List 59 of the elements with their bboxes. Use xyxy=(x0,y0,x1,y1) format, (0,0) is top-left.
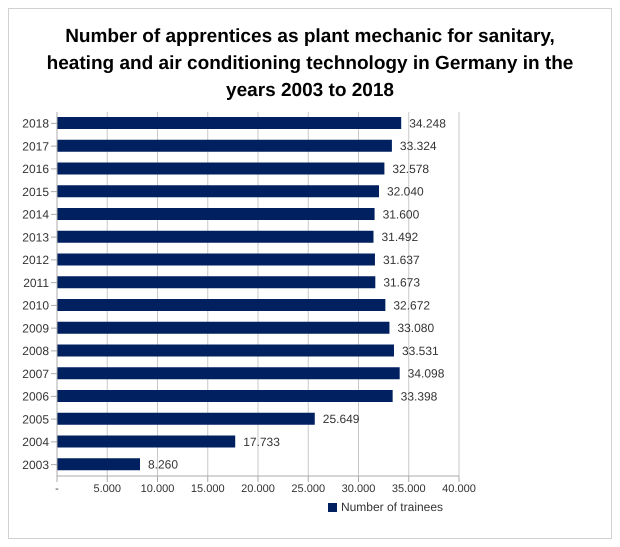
bar xyxy=(57,436,236,448)
bar xyxy=(57,208,375,220)
y-tick-label: 2009 xyxy=(22,321,50,336)
bar xyxy=(57,254,375,266)
data-label: 34.098 xyxy=(408,366,445,381)
y-tick-label: 2014 xyxy=(22,208,50,222)
y-tick-label: 2018 xyxy=(22,116,50,131)
data-label: 31.637 xyxy=(382,252,420,267)
data-label: 33.324 xyxy=(400,139,437,154)
y-tick-label: 2012 xyxy=(22,253,50,268)
bar xyxy=(57,458,140,470)
bar xyxy=(57,390,393,402)
bar xyxy=(57,230,374,243)
y-tick-label: 2016 xyxy=(22,162,50,176)
y-tick-label: 2005 xyxy=(22,412,50,426)
x-tick-label: 30.000 xyxy=(342,482,376,495)
x-tick-label: 10.000 xyxy=(140,482,174,495)
data-label: 31.492 xyxy=(381,230,419,244)
data-label: 33.531 xyxy=(402,344,440,358)
x-tick-label: 20.000 xyxy=(241,482,275,495)
y-tick-label: 2003 xyxy=(22,458,50,472)
data-label: 25.649 xyxy=(322,412,360,426)
bar xyxy=(57,299,386,311)
data-label: 32.672 xyxy=(393,298,430,312)
x-tick-label: - xyxy=(55,482,60,495)
x-tick-label: 25.000 xyxy=(291,482,326,495)
data-label: 33.080 xyxy=(397,321,434,336)
y-tick-label: 2017 xyxy=(22,139,50,154)
x-tick-label: 5.000 xyxy=(93,482,122,495)
y-tick-label: 2007 xyxy=(22,366,50,381)
legend-label: Number of trainees xyxy=(340,500,443,514)
data-label: 31.600 xyxy=(382,207,420,222)
x-tick-label: 35.000 xyxy=(392,482,426,495)
bar xyxy=(57,322,390,334)
data-label: 17.733 xyxy=(243,434,280,449)
data-label: 32.040 xyxy=(387,184,424,199)
bar xyxy=(57,367,400,380)
data-label: 32.578 xyxy=(392,162,430,176)
y-tick-label: 2010 xyxy=(22,298,50,313)
y-tick-label: 2008 xyxy=(22,344,50,358)
data-label: 8.260 xyxy=(148,458,178,472)
y-tick-label: 2013 xyxy=(22,230,50,244)
bar xyxy=(57,185,379,198)
bar xyxy=(57,162,384,174)
bar xyxy=(57,276,376,288)
data-label: 31.673 xyxy=(383,276,420,290)
bar xyxy=(57,140,392,152)
y-tick-label: 2015 xyxy=(22,184,50,199)
bar xyxy=(57,344,394,356)
y-tick-label: 2004 xyxy=(22,435,50,450)
bar xyxy=(57,117,402,129)
y-tick-label: 2006 xyxy=(22,390,50,404)
y-tick-label: 2011 xyxy=(23,276,50,290)
data-label: 34.248 xyxy=(409,116,446,130)
data-label: 33.398 xyxy=(400,389,438,404)
x-tick-label: 15.000 xyxy=(190,482,225,495)
chart-title: Number of apprentices as plant mechanic for sanitary, heating and air conditioning technology in Germany in the years 2003 to 2018 xyxy=(46,25,574,103)
bar xyxy=(57,412,315,425)
x-tick-label: 40.000 xyxy=(442,482,476,495)
